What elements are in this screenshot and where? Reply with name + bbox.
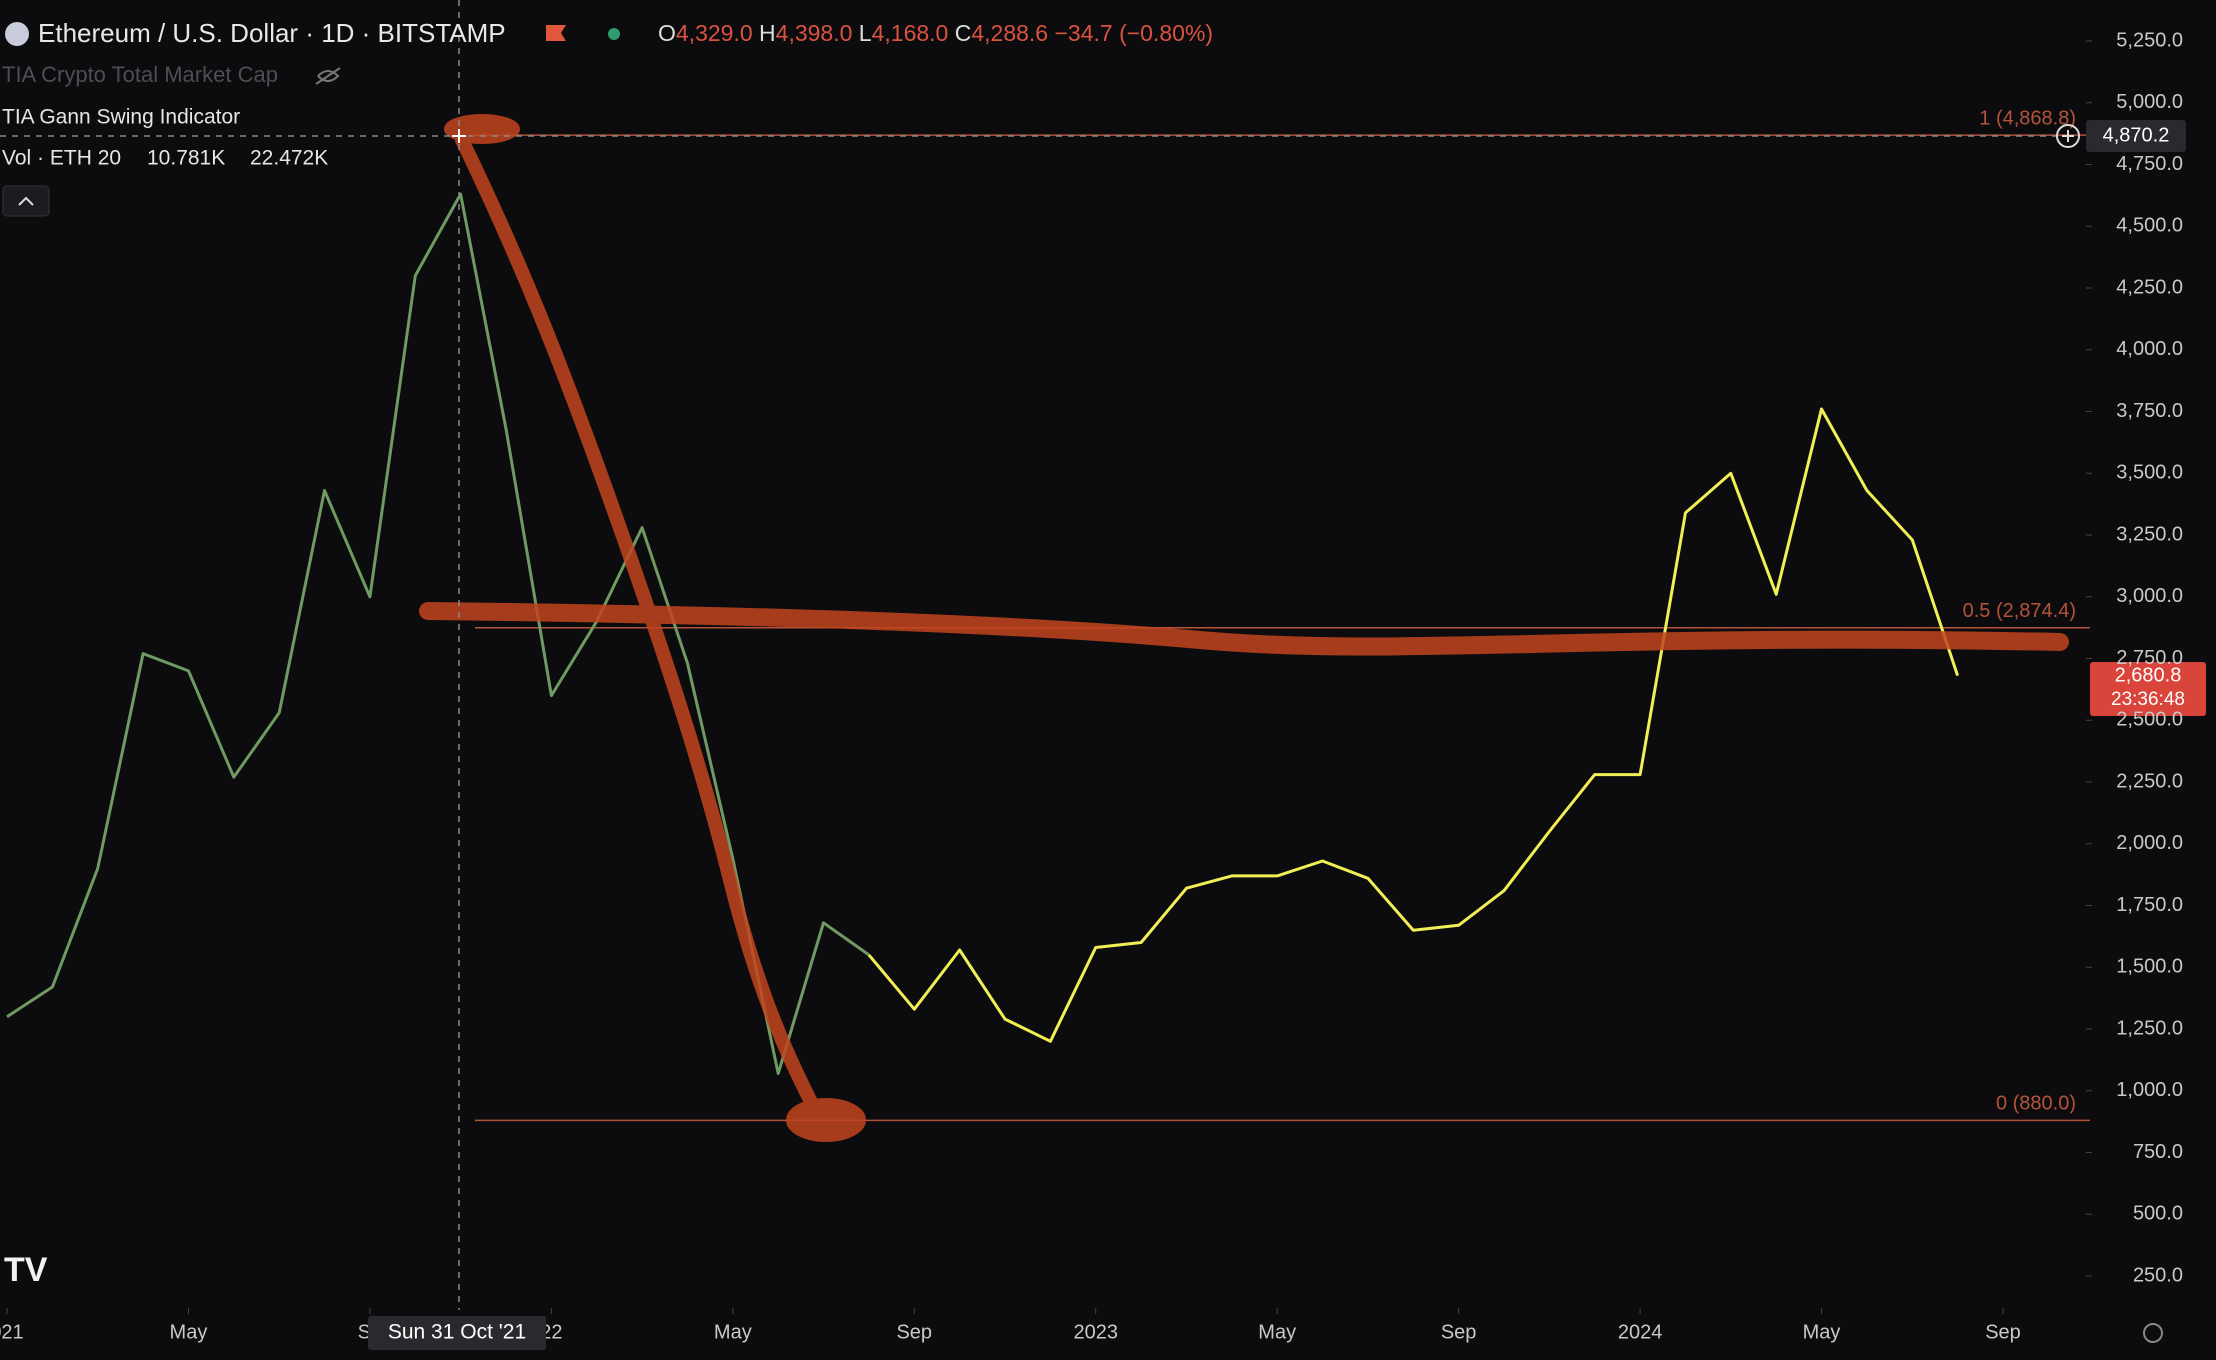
- ohlc-key: L: [859, 20, 872, 46]
- price-line: [6, 192, 870, 1075]
- mid-stroke: [419, 602, 2069, 656]
- indicator-market-cap: TIA Crypto Total Market Cap: [2, 62, 278, 87]
- x-tick-label: May: [714, 1321, 752, 1343]
- volume-value: 10.781K: [147, 147, 225, 170]
- y-tick-label: 3,000.0: [2116, 585, 2183, 607]
- y-tick-label: 2,000.0: [2116, 832, 2183, 854]
- ohlc-change: −34.7 (−0.80%): [1055, 20, 1214, 46]
- price-marker-box: [2090, 662, 2206, 716]
- low-circle: [786, 1098, 866, 1142]
- y-tick-label: 1,000.0: [2116, 1079, 2183, 1101]
- y-tick-label: 1,250.0: [2116, 1017, 2183, 1039]
- x-tick-label: May: [1803, 1321, 1841, 1343]
- y-tick-label: 1,500.0: [2116, 956, 2183, 978]
- fib-level-label: 0.5 (2,874.4): [1963, 600, 2076, 622]
- add-button[interactable]: [2056, 124, 2080, 148]
- price-line: [867, 407, 1960, 1043]
- x-tick-label: Sep: [1441, 1321, 1477, 1343]
- ohlc-value: 4,168.0: [872, 20, 949, 46]
- y-tick-label: 4,250.0: [2116, 276, 2183, 298]
- hidden-icon[interactable]: [315, 67, 341, 85]
- y-tick-label: 3,250.0: [2116, 523, 2183, 545]
- x-tick-label: Sep: [1985, 1321, 2021, 1343]
- crosshair-date: Sun 31 Oct '21: [388, 1321, 526, 1344]
- crosshair-price: 4,870.2: [2103, 124, 2170, 146]
- price-countdown: 23:36:48: [2111, 689, 2185, 710]
- indicator-volume: Vol · ETH 20: [2, 147, 121, 170]
- y-tick-label: 4,500.0: [2116, 215, 2183, 237]
- ohlc-key: C: [955, 20, 972, 46]
- y-tick-label: 4,750.0: [2116, 153, 2183, 175]
- plot-area: 1 (4,868.8) 0.5 (2,874.4) 0 (880.0): [6, 40, 2092, 1277]
- fib-level-label: 0 (880.0): [1996, 1093, 2076, 1115]
- y-tick-label: 5,000.0: [2116, 91, 2183, 113]
- symbol-icon: [5, 22, 29, 46]
- y-tick-label: 750.0: [2133, 1141, 2183, 1163]
- ohlc-value: 4,329.0: [676, 20, 753, 46]
- logo: TV: [4, 1251, 48, 1289]
- x-tick-label: May: [1258, 1321, 1296, 1343]
- flag-icon: [546, 25, 566, 41]
- symbol-title: Ethereum / U.S. Dollar · 1D · BITSTAMP: [38, 18, 506, 48]
- fib-level-label: 1 (4,868.8): [1979, 107, 2076, 129]
- y-tick-label: 3,750.0: [2116, 400, 2183, 422]
- ohlc-key: O: [658, 20, 676, 46]
- settings-icon[interactable]: [2143, 1323, 2163, 1343]
- crosshair-price-box: [2086, 120, 2186, 152]
- volume-ma: 22.472K: [250, 147, 328, 170]
- down-stroke: [455, 133, 822, 1117]
- ohlc: O4,329.0 H4,398.0 L4,168.0 C4,288.6 −34.…: [658, 20, 1213, 46]
- add-icon: [2062, 130, 2074, 142]
- x-tick-label: May: [170, 1321, 208, 1343]
- ohlc-key: H: [759, 20, 776, 46]
- x-axis: 021MaySe22MaySep2023MaySep2024MaySep: [0, 1308, 2021, 1343]
- y-tick-label: 2,500.0: [2116, 709, 2183, 731]
- y-tick-label: 3,500.0: [2116, 462, 2183, 484]
- y-tick-label: 2,750.0: [2116, 647, 2183, 669]
- y-tick-label: 4,000.0: [2116, 338, 2183, 360]
- price-marker: 2,680.8: [2115, 664, 2182, 686]
- x-tick-label: Sep: [896, 1321, 932, 1343]
- y-tick-label: 2,250.0: [2116, 770, 2183, 792]
- ohlc-value: 4,288.6: [971, 20, 1048, 46]
- x-tick-label: 2023: [1073, 1321, 1118, 1343]
- y-tick-label: 5,250.0: [2116, 29, 2183, 51]
- x-tick-label: 2024: [1618, 1321, 1663, 1343]
- ohlc-value: 4,398.0: [776, 20, 853, 46]
- crosshair-date-box: [368, 1316, 546, 1350]
- indicator-gann: TIA Gann Swing Indicator: [2, 106, 240, 129]
- annotations: [419, 114, 2069, 1142]
- y-tick-label: 500.0: [2133, 1203, 2183, 1225]
- crosshair-cursor: [452, 129, 466, 143]
- status-dot: [608, 28, 620, 40]
- collapse-icon: [18, 196, 34, 206]
- x-tick-label: 021: [0, 1321, 24, 1343]
- y-tick-label: 250.0: [2133, 1264, 2183, 1286]
- y-tick-label: 1,750.0: [2116, 894, 2183, 916]
- collapse-button[interactable]: [2, 185, 50, 217]
